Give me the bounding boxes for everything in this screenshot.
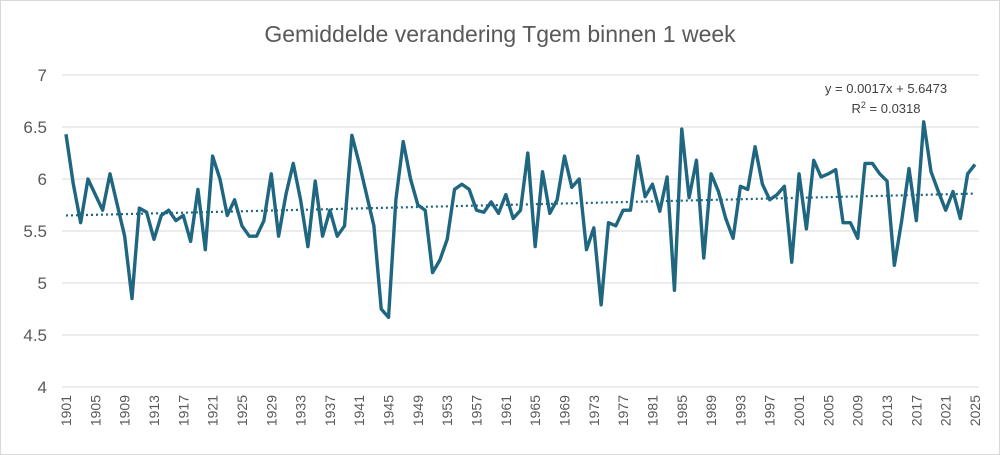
trendline-equation: y = 0.0017x + 5.6473: [825, 81, 947, 96]
x-tick-label: 1985: [674, 395, 690, 426]
chart-title: Gemiddelde verandering Tgem binnen 1 wee…: [264, 21, 736, 47]
x-tick-label: 2009: [850, 395, 866, 426]
x-tick-label: 2001: [791, 395, 807, 426]
x-tick-label: 1937: [322, 395, 338, 426]
x-tick-label: 1969: [556, 395, 572, 426]
x-tick-label: 1973: [586, 395, 602, 426]
y-tick-label: 4: [38, 378, 47, 397]
x-tick-label: 2013: [879, 395, 895, 426]
r2-prefix: R: [852, 101, 861, 116]
y-axis-ticks: 4 4.5 5 5.5 6 6.5 7: [23, 66, 47, 397]
y-tick-label: 7: [38, 66, 47, 85]
x-tick-label: 1925: [234, 395, 250, 426]
x-tick-label: 1989: [703, 395, 719, 426]
trendline: [65, 192, 976, 217]
x-tick-label: 1977: [615, 395, 631, 426]
x-tick-label: 1965: [527, 395, 543, 426]
x-tick-label: 1981: [644, 395, 660, 426]
y-tick-label: 5.5: [23, 222, 47, 241]
x-tick-label: 1997: [762, 395, 778, 426]
x-tick-label: 1941: [351, 395, 367, 426]
x-tick-label: 1929: [263, 395, 279, 426]
series-line: [64, 120, 977, 320]
x-tick-label: 1945: [381, 395, 397, 426]
x-tick-label: 1901: [58, 395, 74, 426]
x-tick-label: 1949: [410, 395, 426, 426]
x-tick-label: 2017: [908, 395, 924, 426]
y-tick-label: 5: [38, 274, 47, 293]
r2-suffix: = 0.0318: [866, 101, 921, 116]
x-tick-label: 1909: [117, 395, 133, 426]
y-tick-label: 6: [38, 170, 47, 189]
r2-exponent: 2: [861, 100, 866, 110]
x-tick-label: 1913: [146, 395, 162, 426]
y-tick-label: 6.5: [23, 118, 47, 137]
x-tick-label: 2021: [938, 395, 954, 426]
x-tick-label: 1961: [498, 395, 514, 426]
x-tick-label: 2005: [820, 395, 836, 426]
gridlines: [62, 74, 979, 336]
x-tick-label: 1933: [293, 395, 309, 426]
trendline-r2: R2 = 0.0318: [852, 100, 921, 116]
x-tick-label: 1993: [732, 395, 748, 426]
x-tick-label: 1921: [205, 395, 221, 426]
x-tick-label: 2025: [967, 395, 983, 426]
x-tick-label: 1953: [439, 395, 455, 426]
x-tick-label: 1917: [175, 395, 191, 426]
x-tick-label: 1905: [87, 395, 103, 426]
y-tick-label: 4.5: [23, 326, 47, 345]
x-tick-label: 1957: [469, 395, 485, 426]
x-axis-ticks: 1901 1905 1909 1913 1917 1921 1925 1929 1933 1937…: [58, 395, 983, 426]
